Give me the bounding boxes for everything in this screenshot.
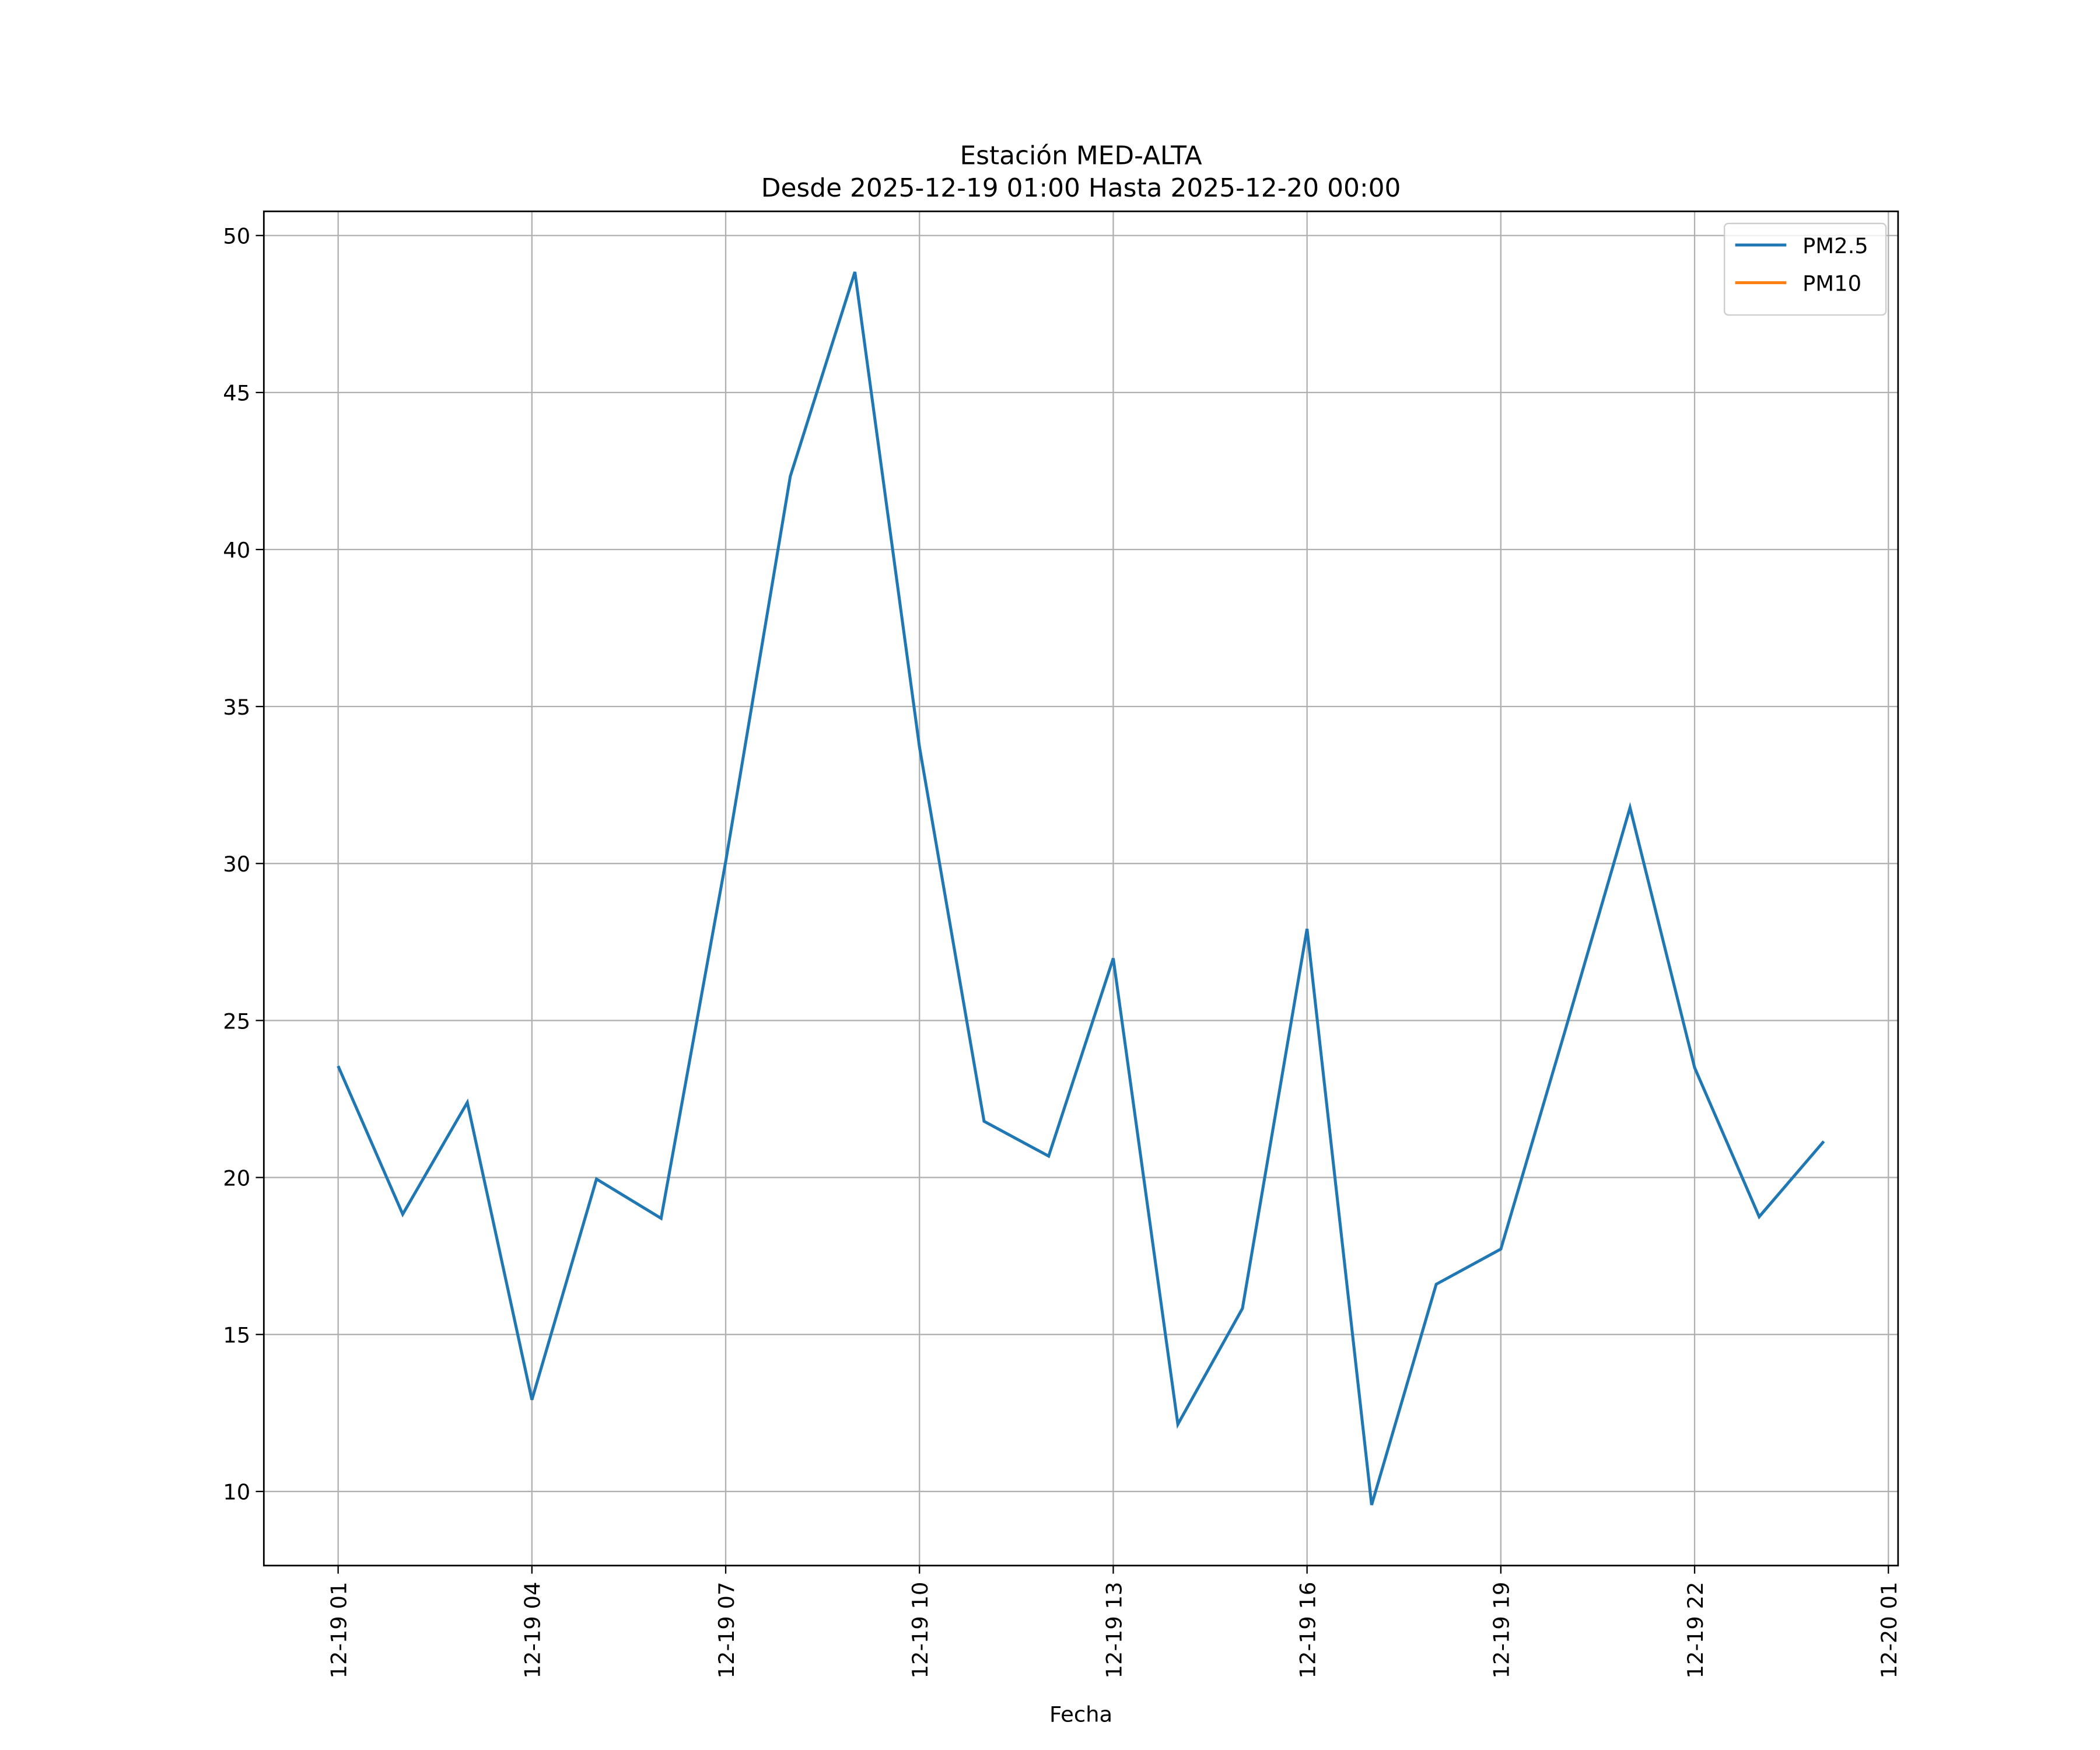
legend: PM2.5 PM10 (1723, 222, 1887, 316)
legend-label: PM2.5 (1803, 233, 1868, 258)
chart-title: Estación MED-ALTA (960, 141, 1202, 171)
y-tick-label: 20 (223, 1166, 250, 1191)
x-tick-label: 12-19 07 (714, 1582, 739, 1679)
x-tick-label: 12-19 16 (1295, 1582, 1320, 1679)
x-tick-label: 12-19 22 (1683, 1582, 1708, 1679)
x-tick-label: 12-19 10 (908, 1582, 933, 1679)
plot-frame (262, 210, 1899, 1567)
y-tick-label: 50 (223, 224, 250, 249)
y-tick-label: 10 (223, 1480, 250, 1505)
y-tick-label: 25 (223, 1009, 250, 1034)
y-tick-label: 15 (223, 1323, 250, 1348)
x-tick-label: 12-19 13 (1101, 1582, 1126, 1679)
series-line (337, 271, 1825, 1506)
chart-subtitle: Desde 2025-12-19 01:00 Hasta 2025-12-20 … (761, 173, 1401, 203)
x-tick-label: 12-19 01 (326, 1582, 351, 1679)
legend-label: PM10 (1803, 271, 1861, 296)
x-axis-label: Fecha (1049, 1702, 1112, 1727)
y-tick-label: 40 (223, 538, 250, 563)
x-tick-label: 12-19 19 (1489, 1582, 1514, 1679)
y-tick-label: 30 (223, 852, 250, 877)
x-tick-label: 12-19 04 (520, 1582, 545, 1679)
x-tick-label: 12-20 01 (1877, 1582, 1902, 1679)
y-tick-label: 35 (223, 695, 250, 720)
y-tick-label: 45 (223, 381, 250, 406)
